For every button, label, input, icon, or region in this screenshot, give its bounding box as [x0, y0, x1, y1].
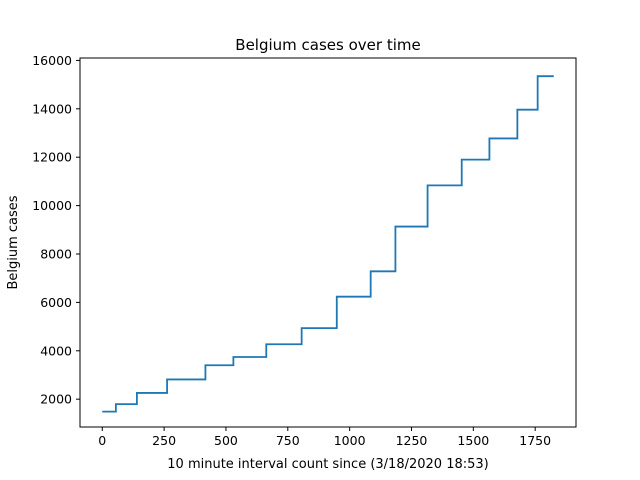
- x-tick-label: 1750: [519, 433, 551, 448]
- x-tick-label: 250: [152, 433, 176, 448]
- x-tick-label: 1250: [396, 433, 428, 448]
- x-axis-label: 10 minute interval count since (3/18/202…: [167, 457, 488, 472]
- series-line: [102, 75, 554, 413]
- plot-area: [79, 57, 577, 428]
- y-tick-label: 12000: [32, 150, 72, 165]
- x-tick-label: 1000: [334, 433, 366, 448]
- y-tick-label: 14000: [32, 101, 72, 116]
- y-tick-label: 2000: [40, 392, 72, 407]
- y-axis-ticks: 2000 4000 6000 8000 10000 12000 14000 16000: [32, 53, 80, 407]
- plot-frame: [79, 57, 577, 428]
- y-tick-label: 4000: [40, 343, 72, 358]
- chart-title: Belgium cases over time: [235, 36, 420, 54]
- y-tick-label: 8000: [40, 246, 72, 261]
- y-tick-label: 10000: [32, 198, 72, 213]
- x-tick-label: 0: [98, 433, 106, 448]
- x-axis-ticks: 0 250 500 750 1000 1250 1500 1750: [98, 427, 551, 448]
- x-tick-label: 750: [276, 433, 300, 448]
- y-tick-label: 16000: [32, 53, 72, 68]
- y-axis-label: Belgium cases: [6, 195, 21, 289]
- y-tick-label: 6000: [40, 295, 72, 310]
- x-tick-label: 1500: [457, 433, 489, 448]
- x-tick-label: 500: [214, 433, 238, 448]
